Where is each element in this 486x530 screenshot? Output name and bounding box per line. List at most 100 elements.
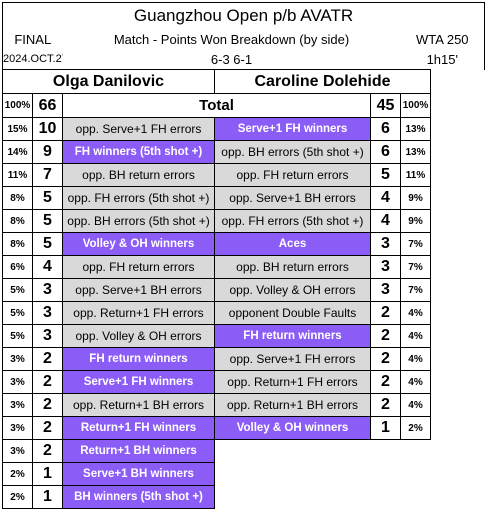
- empty-cell: [431, 233, 485, 256]
- right-category-cell: opponent Double Faults: [214, 301, 371, 325]
- report-subtitle: Match - Points Won Breakdown (by side): [113, 32, 350, 47]
- total-left-num: 66: [32, 93, 63, 118]
- table-row: 14% 9 FH winners (5th shot +) opp. BH error…: [2, 140, 485, 164]
- left-count-cell: 3: [32, 278, 63, 302]
- empty-cell: [431, 417, 485, 440]
- right-count-cell: 2: [370, 370, 401, 394]
- right-count-cell: 2: [370, 301, 401, 325]
- empty-cell: [431, 325, 485, 348]
- empty-cell: [431, 463, 485, 486]
- player-left-name: Olga Danilovic: [2, 69, 215, 94]
- match-status: FINAL: [2, 29, 63, 50]
- left-category-cell: opp. Return+1 BH errors: [62, 393, 215, 417]
- match-duration: 1h15': [400, 49, 486, 70]
- left-pct-cell: 3%: [2, 347, 33, 371]
- right-count-cell: 4: [370, 186, 401, 210]
- points-breakdown-panel: Guangzhou Open p/b AVATR FINAL Match - P…: [1, 2, 486, 509]
- right-count-cell: 1: [370, 416, 401, 440]
- table-row: 5% 3 opp. Serve+1 BH errors opp. Volley & O…: [2, 278, 485, 302]
- empty-cell: [215, 486, 431, 509]
- tour-level: WTA 250: [400, 29, 486, 50]
- table-row: 8% 5 Volley & OH winners Aces 3 7%: [2, 232, 485, 256]
- left-pct-cell: 6%: [2, 255, 33, 279]
- empty-cell: [431, 279, 485, 302]
- table-row: 5% 3 opp. Volley & OH errors FH return winn…: [2, 324, 485, 348]
- left-category-cell: opp. Return+1 FH errors: [62, 301, 215, 325]
- left-count-cell: 2: [32, 416, 63, 440]
- right-category-cell: Aces: [214, 232, 371, 256]
- right-count-cell: 2: [370, 324, 401, 348]
- left-count-cell: 2: [32, 393, 63, 417]
- right-pct-cell: 7%: [400, 255, 431, 279]
- right-pct-cell: 4%: [400, 301, 431, 325]
- match-score: 6-3 6-1: [210, 51, 253, 67]
- right-category-cell: opp. BH errors (5th shot +): [214, 140, 371, 164]
- left-category-cell: opp. FH return errors: [62, 255, 215, 279]
- left-count-cell: 5: [32, 209, 63, 233]
- right-category-cell: opp. Serve+1 BH errors: [214, 186, 371, 210]
- right-pct-cell: 2%: [400, 416, 431, 440]
- empty-cell: [431, 164, 485, 187]
- table-row: 8% 5 opp. BH errors (5th shot +) opp. FH er…: [2, 209, 485, 233]
- right-pct-cell: 4%: [400, 393, 431, 417]
- points-breakdown-table: Guangzhou Open p/b AVATR FINAL Match - P…: [1, 2, 486, 509]
- table-row: 3% 2 FH return winners opp. Serve+1 FH erro…: [2, 347, 485, 371]
- right-category-cell: opp. FH errors (5th shot +): [214, 209, 371, 233]
- left-pct-cell: 2%: [2, 462, 33, 486]
- right-category-cell: opp. Serve+1 FH errors: [214, 347, 371, 371]
- empty-cell: [431, 440, 485, 463]
- left-category-cell: opp. BH return errors: [62, 163, 215, 187]
- left-category-cell: BH winners (5th shot +): [62, 485, 215, 509]
- left-pct-cell: 15%: [2, 117, 33, 141]
- table-row: 11% 7 opp. BH return errors opp. FH return …: [2, 163, 485, 187]
- right-pct-cell: 4%: [400, 347, 431, 371]
- right-count-cell: 5: [370, 163, 401, 187]
- right-category-cell: Serve+1 FH winners: [214, 117, 371, 141]
- right-pct-cell: 7%: [400, 278, 431, 302]
- left-category-cell: opp. Serve+1 BH errors: [62, 278, 215, 302]
- left-count-cell: 3: [32, 301, 63, 325]
- right-pct-cell: 9%: [400, 186, 431, 210]
- right-pct-cell: 13%: [400, 140, 431, 164]
- table-row: 2% 1 Serve+1 BH winners: [2, 462, 485, 486]
- left-pct-cell: 3%: [2, 416, 33, 440]
- empty-cell: [431, 210, 485, 233]
- left-pct-cell: 5%: [2, 278, 33, 302]
- table-row: 2% 1 BH winners (5th shot +): [2, 485, 485, 509]
- table-row: 5% 3 opp. Return+1 FH errors opponent Doubl…: [2, 301, 485, 325]
- left-count-cell: 2: [32, 439, 63, 463]
- left-category-cell: Serve+1 BH winners: [62, 462, 215, 486]
- right-count-cell: 3: [370, 255, 401, 279]
- table-row: 15% 10 opp. Serve+1 FH errors Serve+1 FH wi…: [2, 117, 485, 141]
- table-row: 6% 4 opp. FH return errors opp. BH return e…: [2, 255, 485, 279]
- empty-cell: [431, 486, 485, 509]
- left-pct-cell: 8%: [2, 232, 33, 256]
- left-category-cell: opp. FH errors (5th shot +): [62, 186, 215, 210]
- left-count-cell: 10: [32, 117, 63, 141]
- left-pct-cell: 3%: [2, 439, 33, 463]
- table-row: 3% 2 opp. Return+1 BH errors opp. Return+1 …: [2, 393, 485, 417]
- right-count-cell: 3: [370, 232, 401, 256]
- left-count-cell: 9: [32, 140, 63, 164]
- empty-cell: [431, 256, 485, 279]
- left-count-cell: 2: [32, 347, 63, 371]
- left-pct-cell: 5%: [2, 324, 33, 348]
- right-category-cell: opp. Volley & OH errors: [214, 278, 371, 302]
- left-count-cell: 2: [32, 370, 63, 394]
- table-row: 3% 2 Return+1 BH winners: [2, 439, 485, 463]
- match-date: 2024.OCT.27: [2, 49, 63, 70]
- player-right-name: Caroline Dolehide: [214, 69, 431, 94]
- left-pct-cell: 14%: [2, 140, 33, 164]
- total-right-num: 45: [370, 93, 401, 118]
- left-pct-cell: 8%: [2, 186, 33, 210]
- left-pct-cell: 3%: [2, 393, 33, 417]
- left-category-cell: opp. Serve+1 FH errors: [62, 117, 215, 141]
- right-pct-cell: 4%: [400, 370, 431, 394]
- empty-cell: [431, 348, 485, 371]
- empty-cell: [431, 141, 485, 164]
- total-left-pct: 100%: [2, 93, 33, 118]
- right-category-cell: opp. Return+1 FH errors: [214, 370, 371, 394]
- right-count-cell: 4: [370, 209, 401, 233]
- left-count-cell: 5: [32, 186, 63, 210]
- right-pct-cell: 13%: [400, 117, 431, 141]
